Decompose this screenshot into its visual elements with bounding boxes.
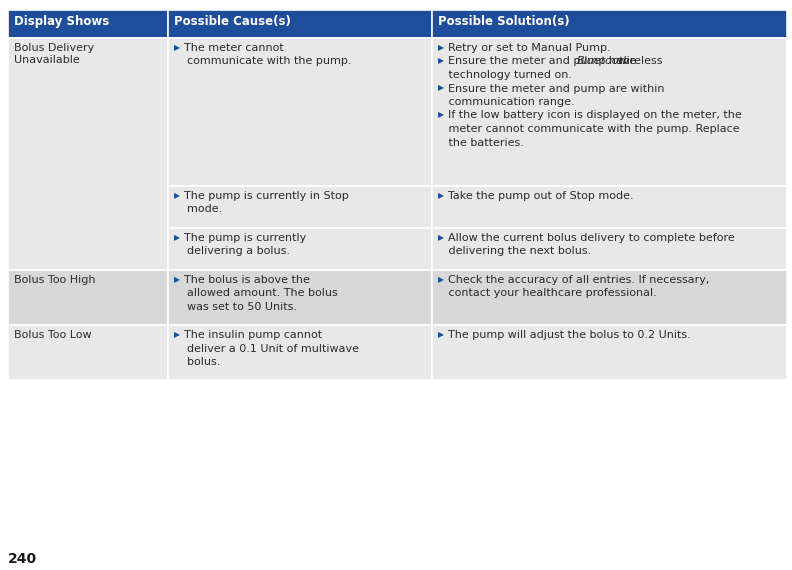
Text: was set to 50 Units.: was set to 50 Units. — [187, 302, 297, 312]
Text: Possible Solution(s): Possible Solution(s) — [438, 15, 569, 28]
Text: ▶: ▶ — [438, 233, 444, 242]
Bar — [8, 325, 168, 380]
Text: The pump will adjust the bolus to 0.2 Units.: The pump will adjust the bolus to 0.2 Un… — [448, 330, 691, 340]
Text: allowed amount. The bolus: allowed amount. The bolus — [187, 288, 337, 299]
Text: ▶: ▶ — [174, 275, 180, 284]
Text: ▶: ▶ — [174, 191, 180, 200]
Bar — [432, 325, 787, 380]
Text: The bolus is above the: The bolus is above the — [184, 275, 310, 285]
Bar — [432, 186, 787, 228]
Text: ▶: ▶ — [438, 330, 444, 339]
Bar — [168, 270, 432, 325]
Text: The meter cannot: The meter cannot — [184, 43, 284, 53]
Text: Display Shows: Display Shows — [14, 15, 109, 28]
Text: Allow the current bolus delivery to complete before: Allow the current bolus delivery to comp… — [448, 233, 735, 243]
Bar — [8, 38, 168, 270]
Text: Bolus Too High: Bolus Too High — [14, 275, 96, 285]
Text: ▶: ▶ — [438, 275, 444, 284]
Text: communication range.: communication range. — [438, 97, 575, 107]
Text: deliver a 0.1 Unit of multiwave: deliver a 0.1 Unit of multiwave — [187, 344, 359, 353]
Bar — [432, 270, 787, 325]
Text: Bluetooth: Bluetooth — [577, 56, 631, 67]
Text: ▶: ▶ — [438, 43, 444, 52]
Text: ▶: ▶ — [438, 83, 444, 92]
Text: meter cannot communicate with the pump. Replace: meter cannot communicate with the pump. … — [438, 124, 740, 134]
Text: The pump is currently in Stop: The pump is currently in Stop — [184, 191, 348, 201]
Text: Ensure the meter and pump have: Ensure the meter and pump have — [448, 56, 640, 67]
Text: 240: 240 — [8, 552, 37, 566]
Bar — [432, 10, 787, 38]
Text: the batteries.: the batteries. — [438, 137, 524, 148]
Bar — [8, 10, 168, 38]
Text: technology turned on.: technology turned on. — [438, 70, 572, 80]
Bar — [168, 325, 432, 380]
Text: Ensure the meter and pump are within: Ensure the meter and pump are within — [448, 83, 664, 93]
Text: ▶: ▶ — [174, 330, 180, 339]
Text: bolus.: bolus. — [187, 357, 220, 367]
Text: ▶: ▶ — [438, 191, 444, 200]
Text: Retry or set to Manual Pump.: Retry or set to Manual Pump. — [448, 43, 611, 53]
Text: contact your healthcare professional.: contact your healthcare professional. — [438, 288, 657, 299]
Text: Check the accuracy of all entries. If necessary,: Check the accuracy of all entries. If ne… — [448, 275, 710, 285]
Text: communicate with the pump.: communicate with the pump. — [187, 56, 352, 67]
Text: Take the pump out of Stop mode.: Take the pump out of Stop mode. — [448, 191, 634, 201]
Text: The insulin pump cannot: The insulin pump cannot — [184, 330, 322, 340]
Text: delivering the next bolus.: delivering the next bolus. — [438, 246, 592, 256]
Text: Possible Cause(s): Possible Cause(s) — [174, 15, 291, 28]
Bar — [168, 228, 432, 270]
Text: ▶: ▶ — [438, 56, 444, 66]
Text: If the low battery icon is displayed on the meter, the: If the low battery icon is displayed on … — [448, 111, 742, 120]
Text: Bolus Too Low: Bolus Too Low — [14, 330, 92, 340]
Text: ▶: ▶ — [174, 43, 180, 52]
Text: ▶: ▶ — [174, 233, 180, 242]
Text: The pump is currently: The pump is currently — [184, 233, 307, 243]
Bar — [432, 228, 787, 270]
Text: mode.: mode. — [187, 205, 223, 214]
Bar — [432, 38, 787, 186]
Bar — [168, 186, 432, 228]
Text: ▶: ▶ — [438, 111, 444, 120]
Bar — [168, 10, 432, 38]
Text: delivering a bolus.: delivering a bolus. — [187, 246, 290, 256]
Text: wireless: wireless — [615, 56, 663, 67]
Bar — [168, 38, 432, 186]
Text: Bolus Delivery
Unavailable: Bolus Delivery Unavailable — [14, 43, 94, 64]
Bar — [8, 270, 168, 325]
